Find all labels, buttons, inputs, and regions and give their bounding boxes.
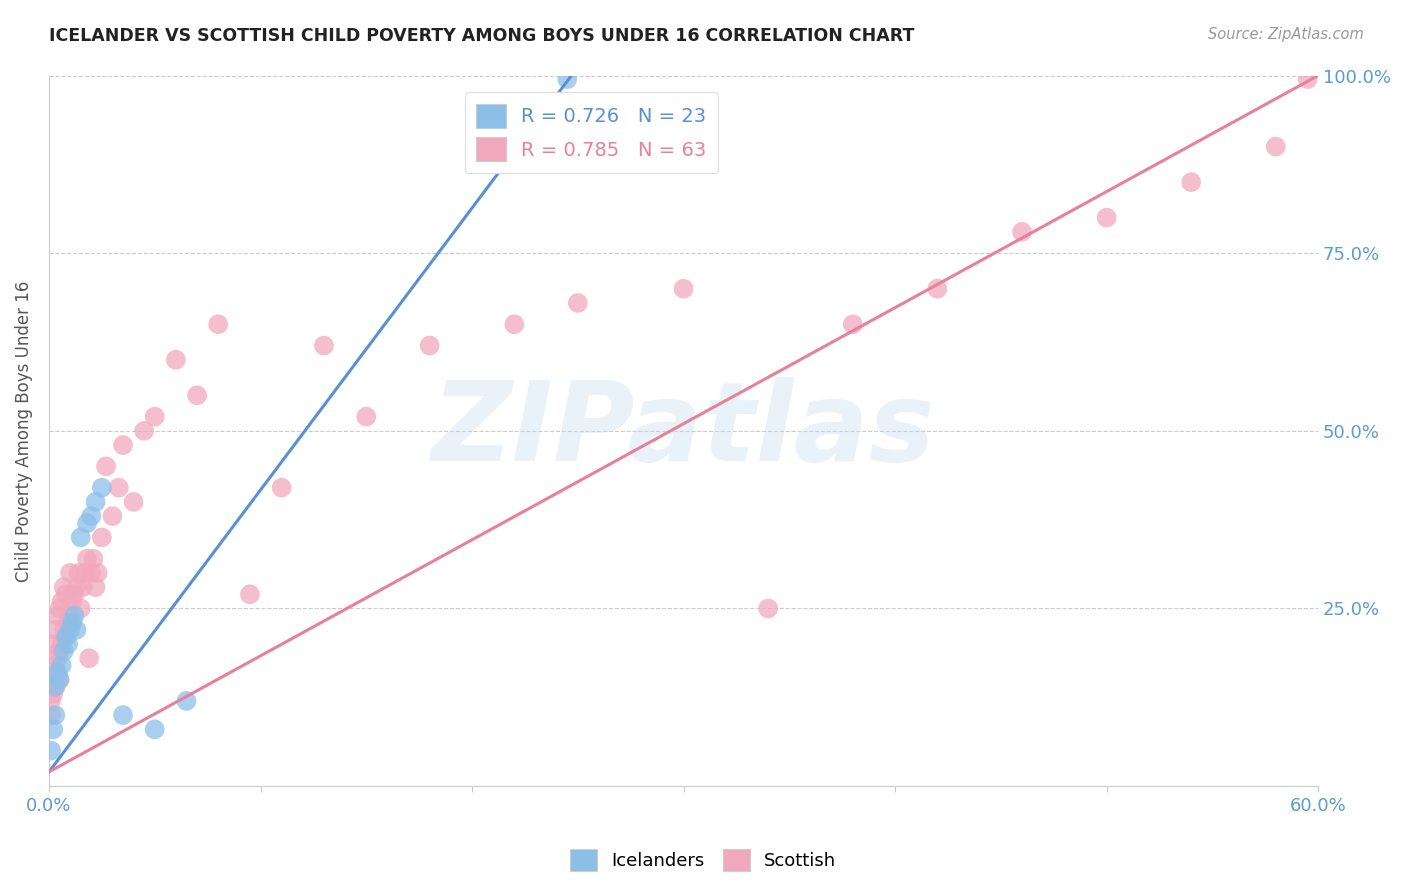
Point	[143, 409, 166, 424]
Point	[39, 673, 62, 687]
Point	[73, 566, 96, 580]
Point	[42, 687, 65, 701]
Point	[44, 658, 66, 673]
Point	[111, 708, 134, 723]
Point	[90, 530, 112, 544]
Point	[55, 630, 77, 644]
Point	[1264, 139, 1286, 153]
Point	[927, 282, 949, 296]
Point	[48, 673, 70, 687]
Point	[80, 566, 103, 580]
Point	[756, 601, 779, 615]
Point	[165, 352, 187, 367]
Point	[72, 580, 94, 594]
Point	[44, 623, 66, 637]
Point	[52, 644, 75, 658]
Point	[107, 481, 129, 495]
Point	[312, 338, 335, 352]
Point	[842, 317, 865, 331]
Point	[63, 587, 86, 601]
Point	[186, 388, 208, 402]
Point	[51, 594, 73, 608]
Point	[59, 623, 82, 637]
Point	[356, 409, 378, 424]
Text: ZIPatlas: ZIPatlas	[432, 377, 935, 484]
Point	[56, 637, 79, 651]
Point	[60, 615, 83, 630]
Point	[55, 630, 77, 644]
Point	[80, 509, 103, 524]
Point	[39, 708, 62, 723]
Point	[1011, 225, 1033, 239]
Text: Source: ZipAtlas.com: Source: ZipAtlas.com	[1208, 27, 1364, 42]
Point	[44, 708, 66, 723]
Point	[555, 72, 578, 87]
Point	[48, 644, 70, 658]
Point	[65, 623, 87, 637]
Point	[65, 580, 87, 594]
Point	[67, 566, 90, 580]
Point	[143, 723, 166, 737]
Point	[270, 481, 292, 495]
Point	[59, 608, 82, 623]
Point	[46, 608, 69, 623]
Point	[77, 651, 100, 665]
Point	[42, 637, 65, 651]
Point	[48, 673, 70, 687]
Point	[39, 694, 62, 708]
Point	[94, 459, 117, 474]
Point	[56, 615, 79, 630]
Point	[60, 594, 83, 608]
Point	[134, 424, 156, 438]
Point	[46, 665, 69, 680]
Point	[76, 516, 98, 531]
Point	[90, 481, 112, 495]
Point	[567, 296, 589, 310]
Point	[69, 601, 91, 615]
Y-axis label: Child Poverty Among Boys Under 16: Child Poverty Among Boys Under 16	[15, 280, 32, 582]
Point	[503, 317, 526, 331]
Point	[82, 551, 104, 566]
Legend: R = 0.726   N = 23, R = 0.785   N = 63: R = 0.726 N = 23, R = 0.785 N = 63	[465, 93, 718, 173]
Point	[101, 509, 124, 524]
Point	[207, 317, 229, 331]
Point	[176, 694, 198, 708]
Point	[419, 338, 441, 352]
Point	[44, 680, 66, 694]
Point	[42, 723, 65, 737]
Point	[46, 651, 69, 665]
Point	[44, 680, 66, 694]
Point	[51, 658, 73, 673]
Point	[63, 608, 86, 623]
Point	[84, 580, 107, 594]
Point	[39, 743, 62, 757]
Point	[69, 530, 91, 544]
Point	[84, 495, 107, 509]
Point	[76, 551, 98, 566]
Point	[1180, 175, 1202, 189]
Point	[51, 637, 73, 651]
Point	[52, 623, 75, 637]
Point	[48, 601, 70, 615]
Point	[42, 665, 65, 680]
Point	[239, 587, 262, 601]
Point	[52, 580, 75, 594]
Legend: Icelanders, Scottish: Icelanders, Scottish	[562, 842, 844, 879]
Point	[59, 566, 82, 580]
Point	[122, 495, 145, 509]
Point	[86, 566, 108, 580]
Point	[1095, 211, 1118, 225]
Point	[1296, 72, 1319, 87]
Point	[55, 587, 77, 601]
Point	[111, 438, 134, 452]
Text: ICELANDER VS SCOTTISH CHILD POVERTY AMONG BOYS UNDER 16 CORRELATION CHART: ICELANDER VS SCOTTISH CHILD POVERTY AMON…	[49, 27, 914, 45]
Point	[672, 282, 695, 296]
